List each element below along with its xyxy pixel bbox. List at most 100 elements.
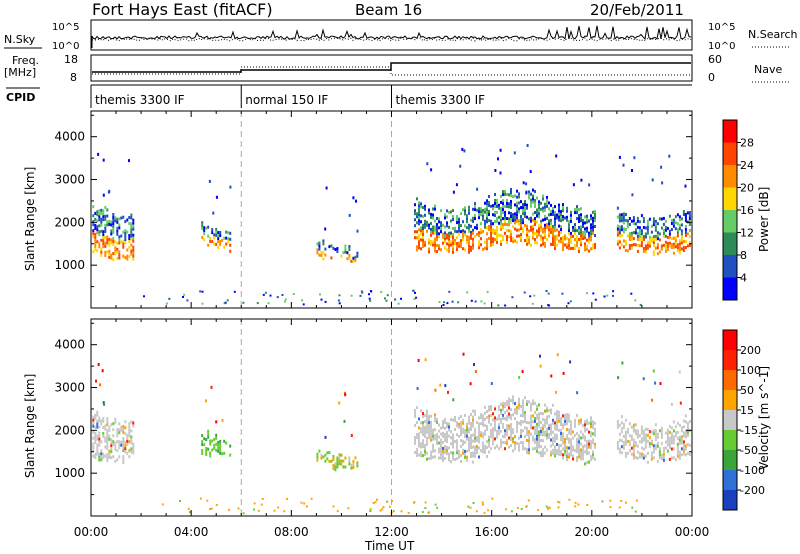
range-cell (434, 243, 436, 247)
range-cell (205, 226, 208, 230)
range-cell (616, 446, 619, 450)
range-cell (558, 218, 560, 222)
range-cell (560, 213, 562, 217)
range-cell (528, 193, 530, 197)
range-cell (536, 440, 538, 444)
freq-tick-high: 18 (64, 53, 78, 66)
range-cell (658, 453, 661, 457)
range-cell (540, 430, 542, 433)
range-cell (564, 440, 566, 444)
range-cell (534, 220, 536, 223)
range-cell (430, 429, 432, 433)
range-cell (118, 253, 121, 257)
range-cell (205, 447, 208, 450)
range-cell (98, 215, 101, 219)
range-cell (502, 401, 504, 405)
range-cell (112, 252, 115, 255)
range-cell (680, 429, 683, 433)
range-cell (626, 222, 629, 226)
range-cell (534, 202, 536, 205)
range-cell (442, 419, 444, 423)
range-cell (532, 435, 534, 439)
range-cell (414, 224, 416, 228)
range-cell (510, 423, 512, 427)
range-cell (556, 213, 558, 217)
range-cell (630, 437, 633, 441)
range-cell (554, 211, 556, 215)
range-cell (562, 209, 564, 213)
range-cell (556, 228, 558, 232)
range-cell (490, 435, 492, 439)
range-cell (462, 208, 464, 212)
range-cell (562, 414, 564, 418)
range-cell (676, 454, 679, 458)
range-cell-outlier (569, 360, 572, 364)
range-cell (532, 224, 534, 228)
range-cell (504, 231, 506, 235)
range-cell (640, 446, 643, 450)
range-cell (630, 434, 633, 438)
range-cell (510, 414, 512, 418)
range-cell (104, 205, 107, 209)
range-cell (518, 436, 520, 440)
range-cell (684, 420, 687, 424)
velocity-colorbar-label: Velocity [m s^-1] (757, 366, 771, 470)
ground-cell (547, 292, 550, 295)
range-cell (686, 451, 689, 455)
range-cell (104, 439, 107, 443)
range-cell (654, 219, 657, 223)
range-cell (414, 209, 416, 213)
range-cell (536, 220, 538, 224)
range-cell (664, 234, 667, 238)
range-cell (634, 228, 637, 232)
range-cell (432, 455, 434, 459)
range-cell (594, 445, 596, 449)
range-cell (108, 449, 111, 453)
range-cell (108, 240, 111, 244)
range-cell (558, 212, 560, 216)
range-cell (544, 241, 546, 245)
range-cell (488, 444, 490, 448)
range-cell (654, 237, 657, 241)
range-cell (652, 244, 655, 248)
range-cell (544, 226, 546, 230)
range-cell (217, 234, 220, 238)
range-cell (506, 430, 508, 434)
range-cell (666, 440, 669, 444)
range-cell (450, 210, 452, 214)
range-cell (552, 210, 554, 213)
ground-cell (434, 503, 437, 506)
range-cell (668, 235, 671, 239)
range-cell-outlier (555, 390, 558, 394)
range-cell (422, 239, 424, 242)
range-cell (678, 242, 681, 246)
range-cell (124, 256, 127, 260)
range-cell (678, 224, 681, 228)
range-cell (474, 235, 476, 239)
range-cell (638, 220, 641, 224)
ground-cell (558, 501, 561, 504)
range-cell (484, 444, 486, 448)
range-cell (620, 243, 623, 247)
range-cell (516, 228, 518, 232)
range-cell (504, 417, 506, 421)
range-cell (664, 446, 667, 450)
range-cell (688, 444, 691, 447)
range-cell (223, 439, 226, 443)
range-cell (590, 431, 592, 435)
ground-cell (359, 294, 362, 297)
range-cell (426, 412, 428, 416)
range-cell (225, 242, 228, 246)
range-cell (322, 239, 325, 243)
range-cell (458, 244, 460, 248)
range-cell (582, 445, 584, 449)
range-cell (538, 415, 540, 419)
range-cell (638, 226, 641, 230)
range-cell (680, 435, 683, 439)
range-cell (552, 451, 554, 455)
range-cell (640, 235, 643, 239)
range-cell (536, 229, 538, 233)
range-cell (217, 231, 220, 235)
range-cell (652, 235, 655, 239)
range-cell (219, 234, 222, 237)
